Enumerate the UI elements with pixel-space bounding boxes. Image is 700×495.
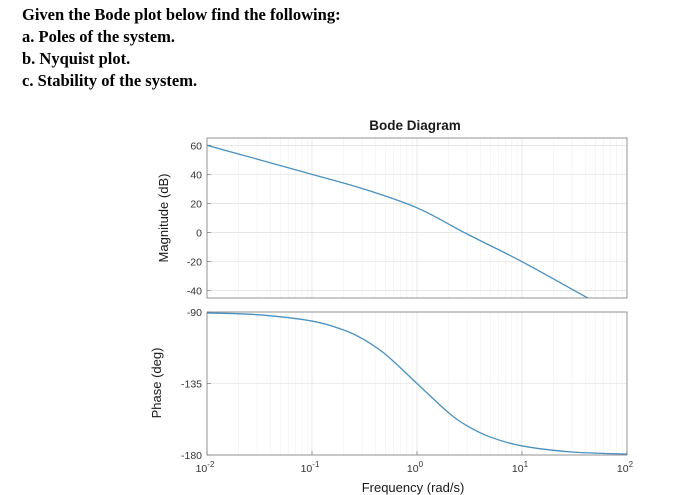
phase-y-tick-label: -135 <box>181 379 202 391</box>
x-tick-label: 10-2 <box>196 460 215 475</box>
phase-y-tick-label: -180 <box>181 450 202 462</box>
magnitude-plot-frame <box>206 137 628 299</box>
phase-y-tick-label: -90 <box>187 307 202 319</box>
x-tick-label: 100 <box>407 460 424 475</box>
magnitude-axis-label: Magnitude (dB) <box>156 174 171 263</box>
x-axis-label: Frequency (rad/s) <box>362 480 465 495</box>
question-line-2: a. Poles of the system. <box>22 27 176 46</box>
question-line-1: Given the Bode plot below find the follo… <box>22 5 341 24</box>
question-text: Given the Bode plot below find the follo… <box>22 4 341 92</box>
phase-axis-label: Phase (deg) <box>149 348 164 419</box>
magnitude-y-tick-label: -40 <box>187 286 202 298</box>
magnitude-panel: 60 40 20 0 -20 -40 <box>187 137 628 299</box>
magnitude-curve <box>207 144 590 298</box>
x-tick-label: 101 <box>512 460 529 475</box>
x-tick-label: 102 <box>617 460 634 475</box>
x-tick-label: 10-1 <box>301 460 320 475</box>
question-line-4: c. Stability of the system. <box>22 71 198 90</box>
phase-panel: -90 -135 -180 <box>181 307 628 462</box>
magnitude-y-tick-label: -20 <box>187 257 202 269</box>
chart-title: Bode Diagram <box>369 118 461 133</box>
question-line-3: b. Nyquist plot. <box>22 49 131 68</box>
magnitude-y-tick-label: 0 <box>196 228 202 240</box>
magnitude-y-tick-label: 60 <box>190 140 202 152</box>
magnitude-y-tick-label: 20 <box>190 198 202 210</box>
magnitude-y-tick-label: 40 <box>190 169 202 181</box>
phase-curve <box>207 312 627 455</box>
